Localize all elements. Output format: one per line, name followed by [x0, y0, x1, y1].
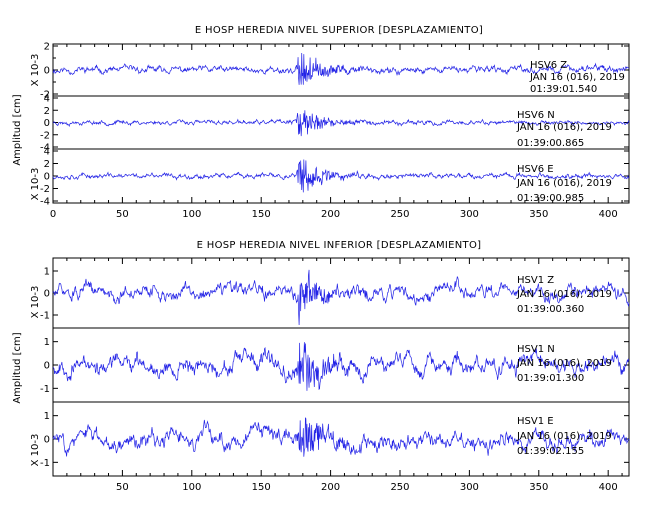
x-tick-label: 300	[460, 482, 479, 493]
chart-title-inferior: E HOSP HEREDIA NIVEL INFERIOR [DESPLAZAM…	[197, 240, 482, 251]
channel-label: HSV1 Z	[517, 275, 554, 286]
panel-inferior-e: -1 0 1 X 10-3 HSV1 E JAN 16 (016), 2019 01…	[30, 401, 630, 477]
y-tick-label: 1	[44, 411, 50, 422]
date-label: JAN 16 (016), 2019	[516, 431, 612, 442]
x-tick-label: 250	[390, 209, 409, 220]
x-tick-label: 350	[529, 482, 548, 493]
x-tick-label: 150	[252, 209, 271, 220]
chart-title-superior: E HOSP HEREDIA NIVEL SUPERIOR [DESPLAZAM…	[195, 25, 483, 36]
x-axis-superior: 0 50 100 150 200 250 300 350 400	[50, 44, 623, 220]
panel-superior-e: -4 -20 24 X 10-3 HSV6 E JAN 16 (016), 2019…	[30, 147, 630, 208]
ylabel-inferior: Amplitud [cm]	[12, 332, 23, 403]
chart-superior: E HOSP HEREDIA NIVEL SUPERIOR [DESPLAZAM…	[12, 25, 630, 220]
panel-superior-z: -2 0 2 X 10-3 HSV6 Z JAN 16 (016), 2019 01…	[30, 42, 630, 101]
y-tick-label: 0	[44, 118, 50, 129]
date-label: JAN 16 (016), 2019	[516, 178, 612, 189]
date-label: JAN 16 (016), 2019	[516, 122, 612, 133]
channel-label: HSV1 E	[517, 416, 554, 427]
time-label: 01:39:00.865	[517, 138, 584, 149]
x-tick-label: 50	[116, 209, 129, 220]
x-tick-label: 400	[599, 482, 618, 493]
ylabel-superior: Amplitud [cm]	[12, 94, 23, 165]
x-tick-label: 0	[50, 209, 56, 220]
time-label: 01:39:02.155	[517, 446, 584, 457]
waveform-line	[52, 52, 630, 85]
y-tick-label: -1	[40, 458, 50, 469]
y-tick-label: 2	[44, 106, 50, 117]
y-tick-label: 2	[44, 159, 50, 170]
x-tick-label: 300	[460, 209, 479, 220]
x-tick-label: 100	[182, 482, 201, 493]
date-label: JAN 16 (016), 2019	[516, 289, 612, 300]
y-tick-label: -2	[40, 184, 50, 195]
y-unit-label: X 10-3	[30, 434, 41, 467]
x-axis-inferior: 50 100 150 200 250 300 350 400	[66, 258, 623, 493]
y-axis-ticks: -2 0 2	[40, 42, 629, 101]
time-label: 01:39:00.985	[517, 193, 584, 204]
channel-label: HSV6 Z	[530, 60, 567, 71]
waveform-line	[52, 110, 630, 137]
y-unit-label: X 10-3	[30, 168, 41, 201]
time-label: 01:39:01.540	[530, 84, 597, 95]
y-tick-label: 1	[44, 267, 50, 278]
waveform-line	[52, 342, 630, 391]
x-tick-label: 200	[321, 482, 340, 493]
y-tick-label: -1	[40, 311, 50, 322]
x-tick-label: 150	[252, 482, 271, 493]
panel-inferior-z: -1 0 1 X 10-3 HSV1 Z JAN 16 (016), 2019 01…	[30, 257, 630, 329]
y-tick-label: -4	[40, 143, 50, 154]
y-tick-label: 1	[44, 337, 50, 348]
time-label: 01:39:00.360	[517, 304, 584, 315]
date-label: JAN 16 (016), 2019	[529, 72, 625, 83]
y-tick-label: 4	[44, 94, 50, 105]
chart-inferior: E HOSP HEREDIA NIVEL INFERIOR [DESPLAZAM…	[12, 240, 630, 493]
y-axis-ticks: -4 -20 24	[40, 147, 629, 208]
y-tick-label: 0	[44, 172, 50, 183]
channel-label: HSV6 E	[517, 164, 554, 175]
channel-label: HSV1 N	[517, 344, 555, 355]
y-tick-label: -2	[40, 130, 50, 141]
y-unit-label: X 10-3	[30, 54, 41, 87]
waveform-line	[52, 159, 630, 193]
y-tick-label: -1	[40, 384, 50, 395]
x-tick-label: 100	[182, 209, 201, 220]
y-tick-label: 2	[44, 42, 50, 53]
panel-inferior-n: -1 0 1 HSV1 N JAN 16 (016), 2019 01:39:01.…	[40, 327, 630, 403]
y-unit-label: X 10-3	[30, 286, 41, 319]
x-tick-label: 250	[390, 482, 409, 493]
y-tick-label: 0	[44, 435, 50, 446]
y-tick-label: 0	[44, 66, 50, 77]
channel-label: HSV6 N	[517, 110, 555, 121]
waveform-line	[52, 269, 630, 326]
y-axis-ticks: -1 0 1	[40, 337, 629, 395]
date-label: JAN 16 (016), 2019	[516, 358, 612, 369]
x-tick-label: 400	[599, 209, 618, 220]
x-tick-label: 50	[116, 482, 129, 493]
x-tick-label: 200	[321, 209, 340, 220]
time-label: 01:39:01.300	[517, 373, 584, 384]
y-tick-label: 0	[44, 361, 50, 372]
y-tick-label: -4	[40, 197, 50, 208]
y-tick-label: 4	[44, 147, 50, 158]
y-tick-label: 0	[44, 289, 50, 300]
waveform-line	[52, 417, 630, 457]
x-tick-label: 350	[529, 209, 548, 220]
y-tick-label: -2	[40, 90, 50, 101]
